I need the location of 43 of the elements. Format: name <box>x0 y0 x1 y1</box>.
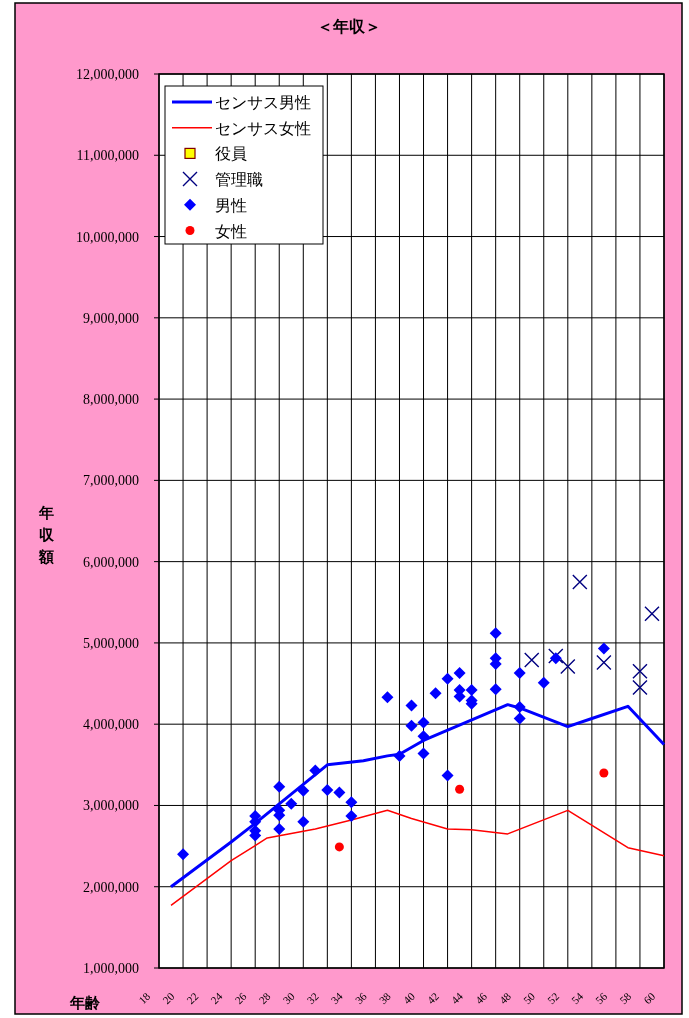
y-tick-label: 10,000,000 <box>76 229 139 245</box>
x-tick-label: 40 <box>400 989 418 1007</box>
x-tick-label: 60 <box>641 989 658 1007</box>
x-tick-label: 58 <box>617 989 634 1007</box>
legend-label: センサス女性 <box>215 118 311 138</box>
x-tick-label: 48 <box>496 989 514 1007</box>
x-tick-label: 34 <box>328 989 346 1007</box>
legend-label: 役員 <box>215 144 247 164</box>
y-tick-label: 8,000,000 <box>83 392 139 408</box>
y-tick-label: 9,000,000 <box>83 310 139 326</box>
legend-label: 女性 <box>215 221 247 241</box>
y-tick-label: 7,000,000 <box>83 473 139 489</box>
x-tick-label: 50 <box>520 989 538 1007</box>
legend-label: 男性 <box>215 195 247 215</box>
x-tick-label: 56 <box>593 989 610 1007</box>
x-tick-label: 26 <box>232 989 249 1007</box>
y-tick-label: 11,000,000 <box>76 148 139 164</box>
x-tick-label: 42 <box>424 989 441 1007</box>
y-tick-label: 4,000,000 <box>83 717 139 733</box>
legend-label: 管理職 <box>215 170 263 190</box>
chart-title: ＜年収＞ <box>317 17 381 36</box>
x-axis-title: 年齢 <box>69 994 101 1012</box>
x-tick-label: 32 <box>304 989 321 1007</box>
x-tick-label: 38 <box>376 989 394 1007</box>
x-tick-label: 54 <box>569 989 586 1007</box>
x-tick-label: 44 <box>448 989 466 1007</box>
x-tick-label: 24 <box>208 989 225 1007</box>
y-tick-label: 12,000,000 <box>76 67 139 82</box>
y-axis-title: 年収額 <box>37 504 55 566</box>
x-tick-label: 22 <box>184 989 201 1007</box>
x-tick-label: 46 <box>472 989 490 1007</box>
y-tick-label: 2,000,000 <box>83 879 139 895</box>
y-tick-label: 5,000,000 <box>83 635 139 651</box>
x-tick-label: 28 <box>256 989 274 1007</box>
legend-label: センサス男性 <box>215 93 311 112</box>
x-tick-label: 20 <box>160 989 177 1007</box>
y-tick-label: 6,000,000 <box>83 554 139 570</box>
x-tick-label: 18 <box>136 989 153 1007</box>
x-tick-label: 30 <box>280 989 298 1007</box>
x-tick-label: 52 <box>544 989 562 1007</box>
x-tick-label: 36 <box>352 989 370 1007</box>
y-tick-label: 3,000,000 <box>83 798 139 814</box>
y-tick-label: 1,000,000 <box>83 961 139 976</box>
